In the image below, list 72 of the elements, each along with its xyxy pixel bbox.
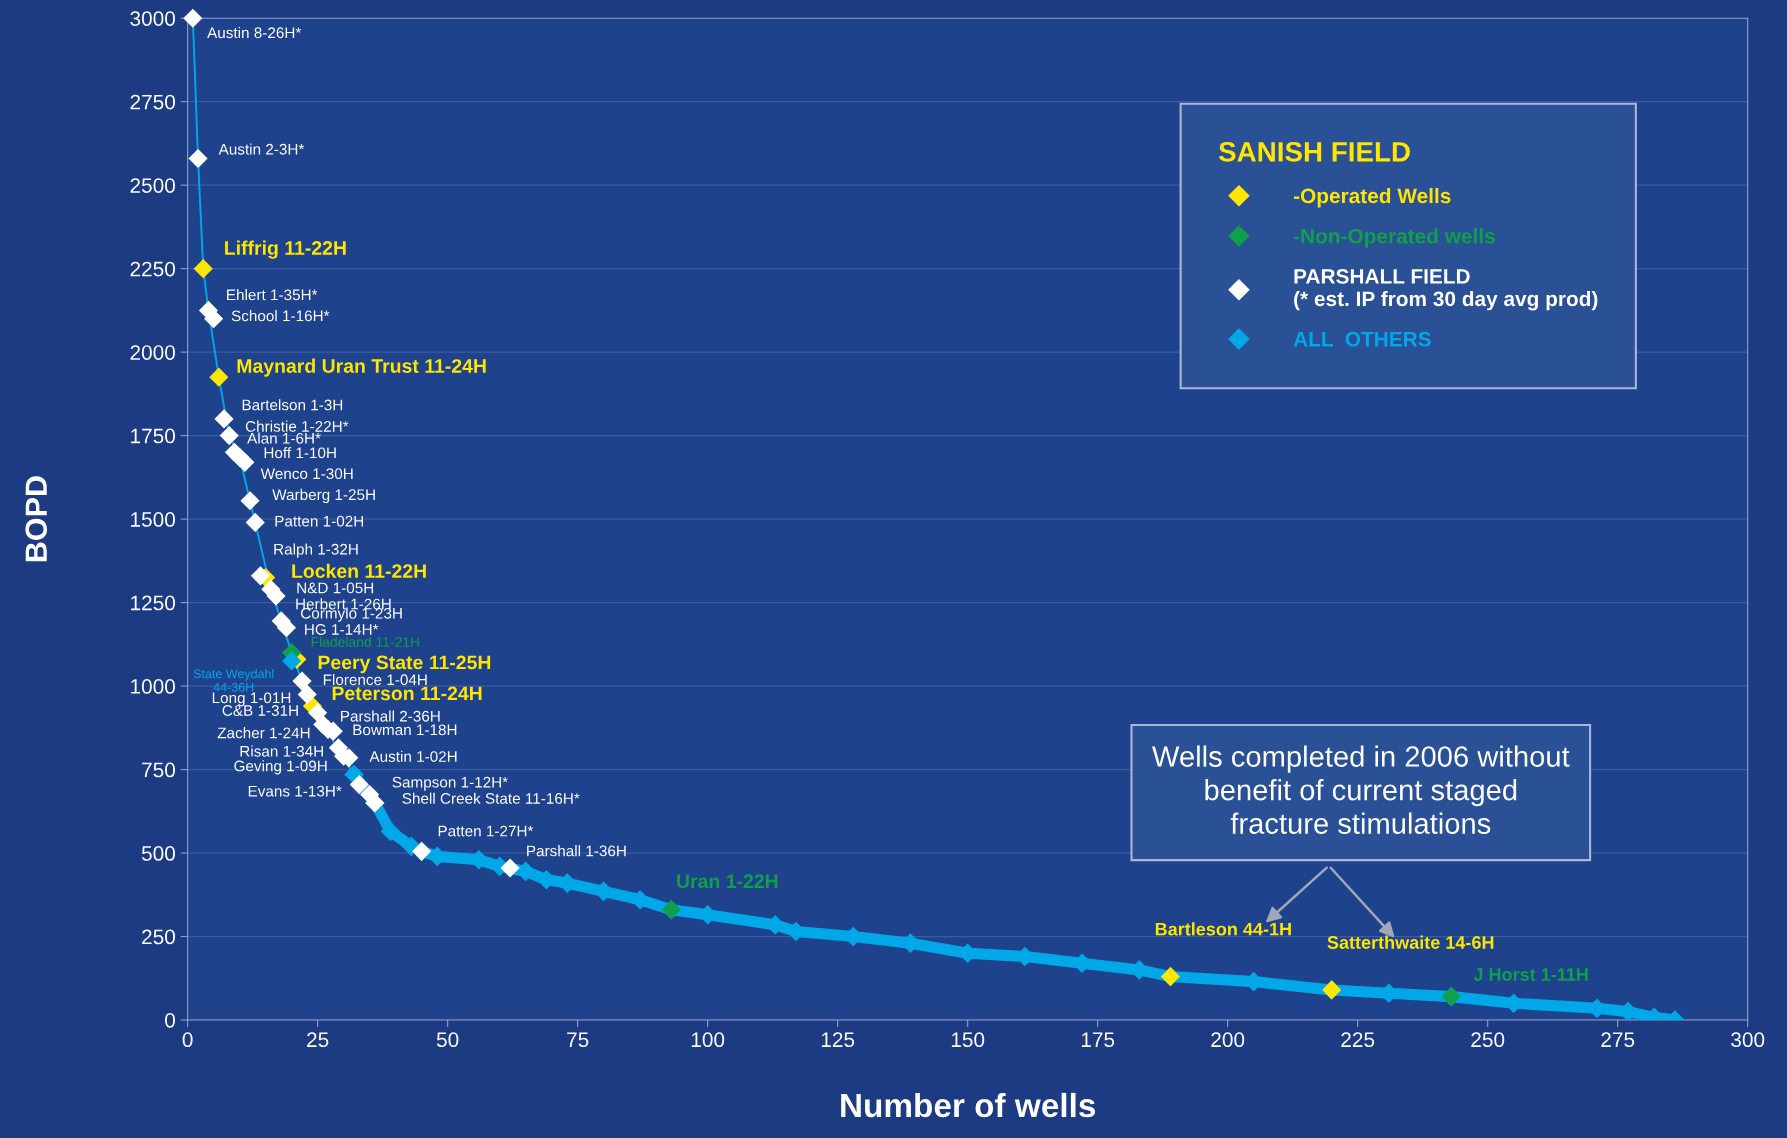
annotation: Bartleson 44-1H — [1155, 922, 1291, 936]
x-tick-label: 125 — [821, 1032, 855, 1048]
annotation: Peery State 11-25H — [318, 655, 491, 674]
y-tick-label: 2750 — [130, 94, 176, 110]
y-tick-label: 0 — [165, 1012, 176, 1028]
annotation: HG 1-14H* — [305, 624, 379, 635]
annotation: Maynard Uran Trust 11-24H — [237, 358, 486, 377]
x-tick-label: 150 — [951, 1032, 985, 1048]
annotation: Wells completed in 2006 without benefit of current staged fracture stimulations — [1152, 745, 1570, 834]
x-axis-title: Number of wells — [841, 1092, 1096, 1118]
annotation: Parshall 2-36H — [341, 710, 440, 722]
annotation: J Horst 1-11H — [1473, 968, 1588, 981]
annotation: Austin 2-3H* — [218, 143, 305, 155]
annotation: Florence 1-04H — [323, 673, 427, 686]
y-tick-label: 1750 — [131, 428, 176, 444]
y-tick-label: 500 — [141, 846, 176, 861]
x-tick-label: 100 — [691, 1032, 725, 1048]
x-tick-label: 50 — [436, 1032, 459, 1048]
y-tick-label: 750 — [142, 762, 176, 778]
annotation: Geving 1-09H — [234, 760, 327, 775]
annotation: Locken 11-22H — [292, 563, 426, 579]
annotation: N&D 1-05H — [297, 582, 374, 594]
annotation: Ehlert 1-35H* — [227, 289, 318, 301]
x-tick-label: 175 — [1081, 1032, 1115, 1048]
annotation: C&B 1-31H — [222, 705, 298, 716]
legend-label: -Operated Wells — [1293, 187, 1451, 208]
legend-label: -Non-Operated wells — [1293, 228, 1495, 248]
y-tick-label: 2250 — [130, 261, 176, 277]
annotation: Satterthwaite 14-6H — [1327, 935, 1494, 949]
x-tick-label: 300 — [1731, 1032, 1765, 1048]
annotation: Patten 1-02H — [275, 515, 364, 527]
annotation: Ralph 1-32H — [274, 543, 358, 558]
annotation: Patten 1-27H* — [438, 825, 534, 837]
x-tick-label: 225 — [1341, 1032, 1375, 1048]
annotation: Sampson 1-12H* — [392, 776, 508, 791]
y-tick-label: 3000 — [130, 11, 176, 26]
annotation: Parshall 1-36H — [527, 845, 626, 857]
annotation: Uran 1-22H — [677, 874, 778, 889]
annotation: Austin 8-26H* — [207, 26, 302, 39]
annotation: School 1-16H* — [231, 310, 330, 322]
y-tick-label: 2000 — [130, 345, 176, 360]
annotation: Shell Creek State 11-16H* — [402, 792, 580, 804]
y-tick-label: 1000 — [131, 679, 176, 694]
legend-label: PARSHALL FIELD (* est. IP from 30 day avg prod) — [1294, 269, 1598, 311]
annotation: Bowman 1-18H — [353, 724, 457, 736]
annotation: Hoff 1-10H — [264, 447, 336, 459]
annotation: Evans 1-13H* — [248, 785, 342, 797]
annotation: State Weydahl 44-36H — [193, 669, 274, 692]
x-tick-label: 200 — [1211, 1032, 1245, 1048]
annotation: Wenco 1-30H — [260, 468, 353, 480]
annotation: Bartelson 1-3H — [242, 399, 343, 411]
x-tick-label: 250 — [1471, 1032, 1505, 1048]
x-tick-label: 75 — [567, 1032, 589, 1048]
y-tick-label: 1250 — [131, 595, 176, 611]
annotation: Alan 1-6H* — [247, 432, 321, 444]
legend-label: ALL OTHERS — [1293, 331, 1431, 347]
x-tick-label: 275 — [1601, 1032, 1635, 1048]
x-tick-label: 0 — [182, 1032, 193, 1048]
y-tick-label: 250 — [142, 929, 176, 945]
annotation: Christie 1-22H* — [245, 420, 349, 432]
annotation: Risan 1-34H — [240, 745, 323, 757]
annotation: Zacher 1-24H — [217, 727, 310, 739]
annotation: Liffrig 11-22H — [225, 240, 346, 259]
annotation: Austin 1-02H — [369, 750, 457, 762]
y-tick-label: 1500 — [131, 512, 176, 527]
y-tick-label: 2500 — [130, 178, 176, 193]
annotation: Warberg 1-25H — [272, 488, 375, 504]
legend-title: SANISH FIELD — [1218, 141, 1410, 162]
annotation: Peterson 11-24H — [332, 686, 482, 701]
y-axis-title: BOPD — [25, 476, 48, 562]
annotation: Fladeland 11-21H — [311, 636, 419, 647]
x-tick-label: 25 — [307, 1032, 329, 1048]
